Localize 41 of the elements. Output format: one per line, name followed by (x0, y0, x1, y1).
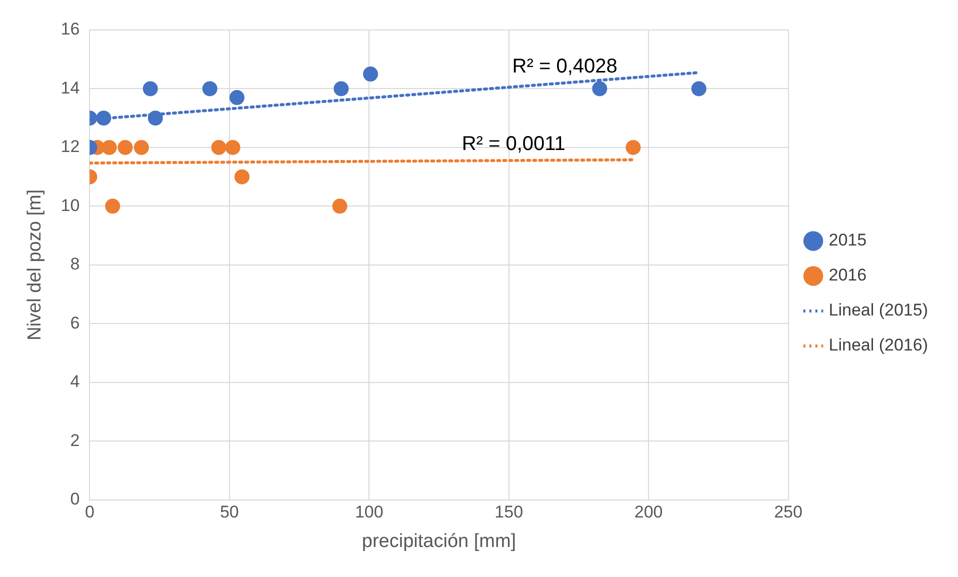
point (626, 140, 641, 155)
x-tick-label: 50 (220, 502, 239, 522)
point (334, 81, 349, 96)
legend-label: 2016 (828, 266, 867, 285)
point (225, 140, 240, 155)
annotation: R² = 0,0011 (462, 133, 566, 156)
y-tick-label: 12 (60, 137, 80, 156)
point (691, 81, 706, 96)
point (332, 198, 348, 214)
y-tick-label: 2 (70, 430, 80, 450)
point (363, 66, 378, 82)
point (102, 140, 117, 155)
legend-label: Lineal (2015) (828, 300, 928, 320)
point (211, 140, 226, 155)
x-tick-label: 0 (84, 502, 94, 522)
point (142, 81, 158, 96)
x-tick-label: 100 (354, 502, 384, 522)
x-axis-title: precipitación [mm] (362, 530, 516, 552)
point (229, 90, 244, 106)
annotation: R² = 0,4028 (512, 55, 618, 78)
point (234, 169, 250, 184)
x-tick-label: 150 (494, 502, 524, 522)
x-tick-label: 200 (634, 502, 663, 522)
y-tick-label: 0 (70, 489, 80, 508)
y-tick-label: 4 (70, 372, 80, 392)
y-tick-label: 8 (70, 254, 80, 274)
point (96, 110, 112, 126)
point (202, 81, 218, 96)
point (134, 140, 149, 155)
y-tick-label: 14 (60, 78, 80, 98)
point (148, 110, 163, 126)
y-tick-label: 10 (60, 196, 80, 215)
y-tick-label: 6 (70, 313, 80, 332)
point (592, 81, 608, 96)
point (105, 198, 120, 214)
y-tick-label: 16 (60, 20, 80, 39)
y-axis-title: Nivel del pozo [m] (24, 189, 46, 340)
point (118, 140, 133, 155)
legend-label: 2015 (828, 230, 867, 250)
x-tick-label: 250 (774, 502, 802, 522)
legend-label: Lineal (2016) (828, 336, 928, 355)
